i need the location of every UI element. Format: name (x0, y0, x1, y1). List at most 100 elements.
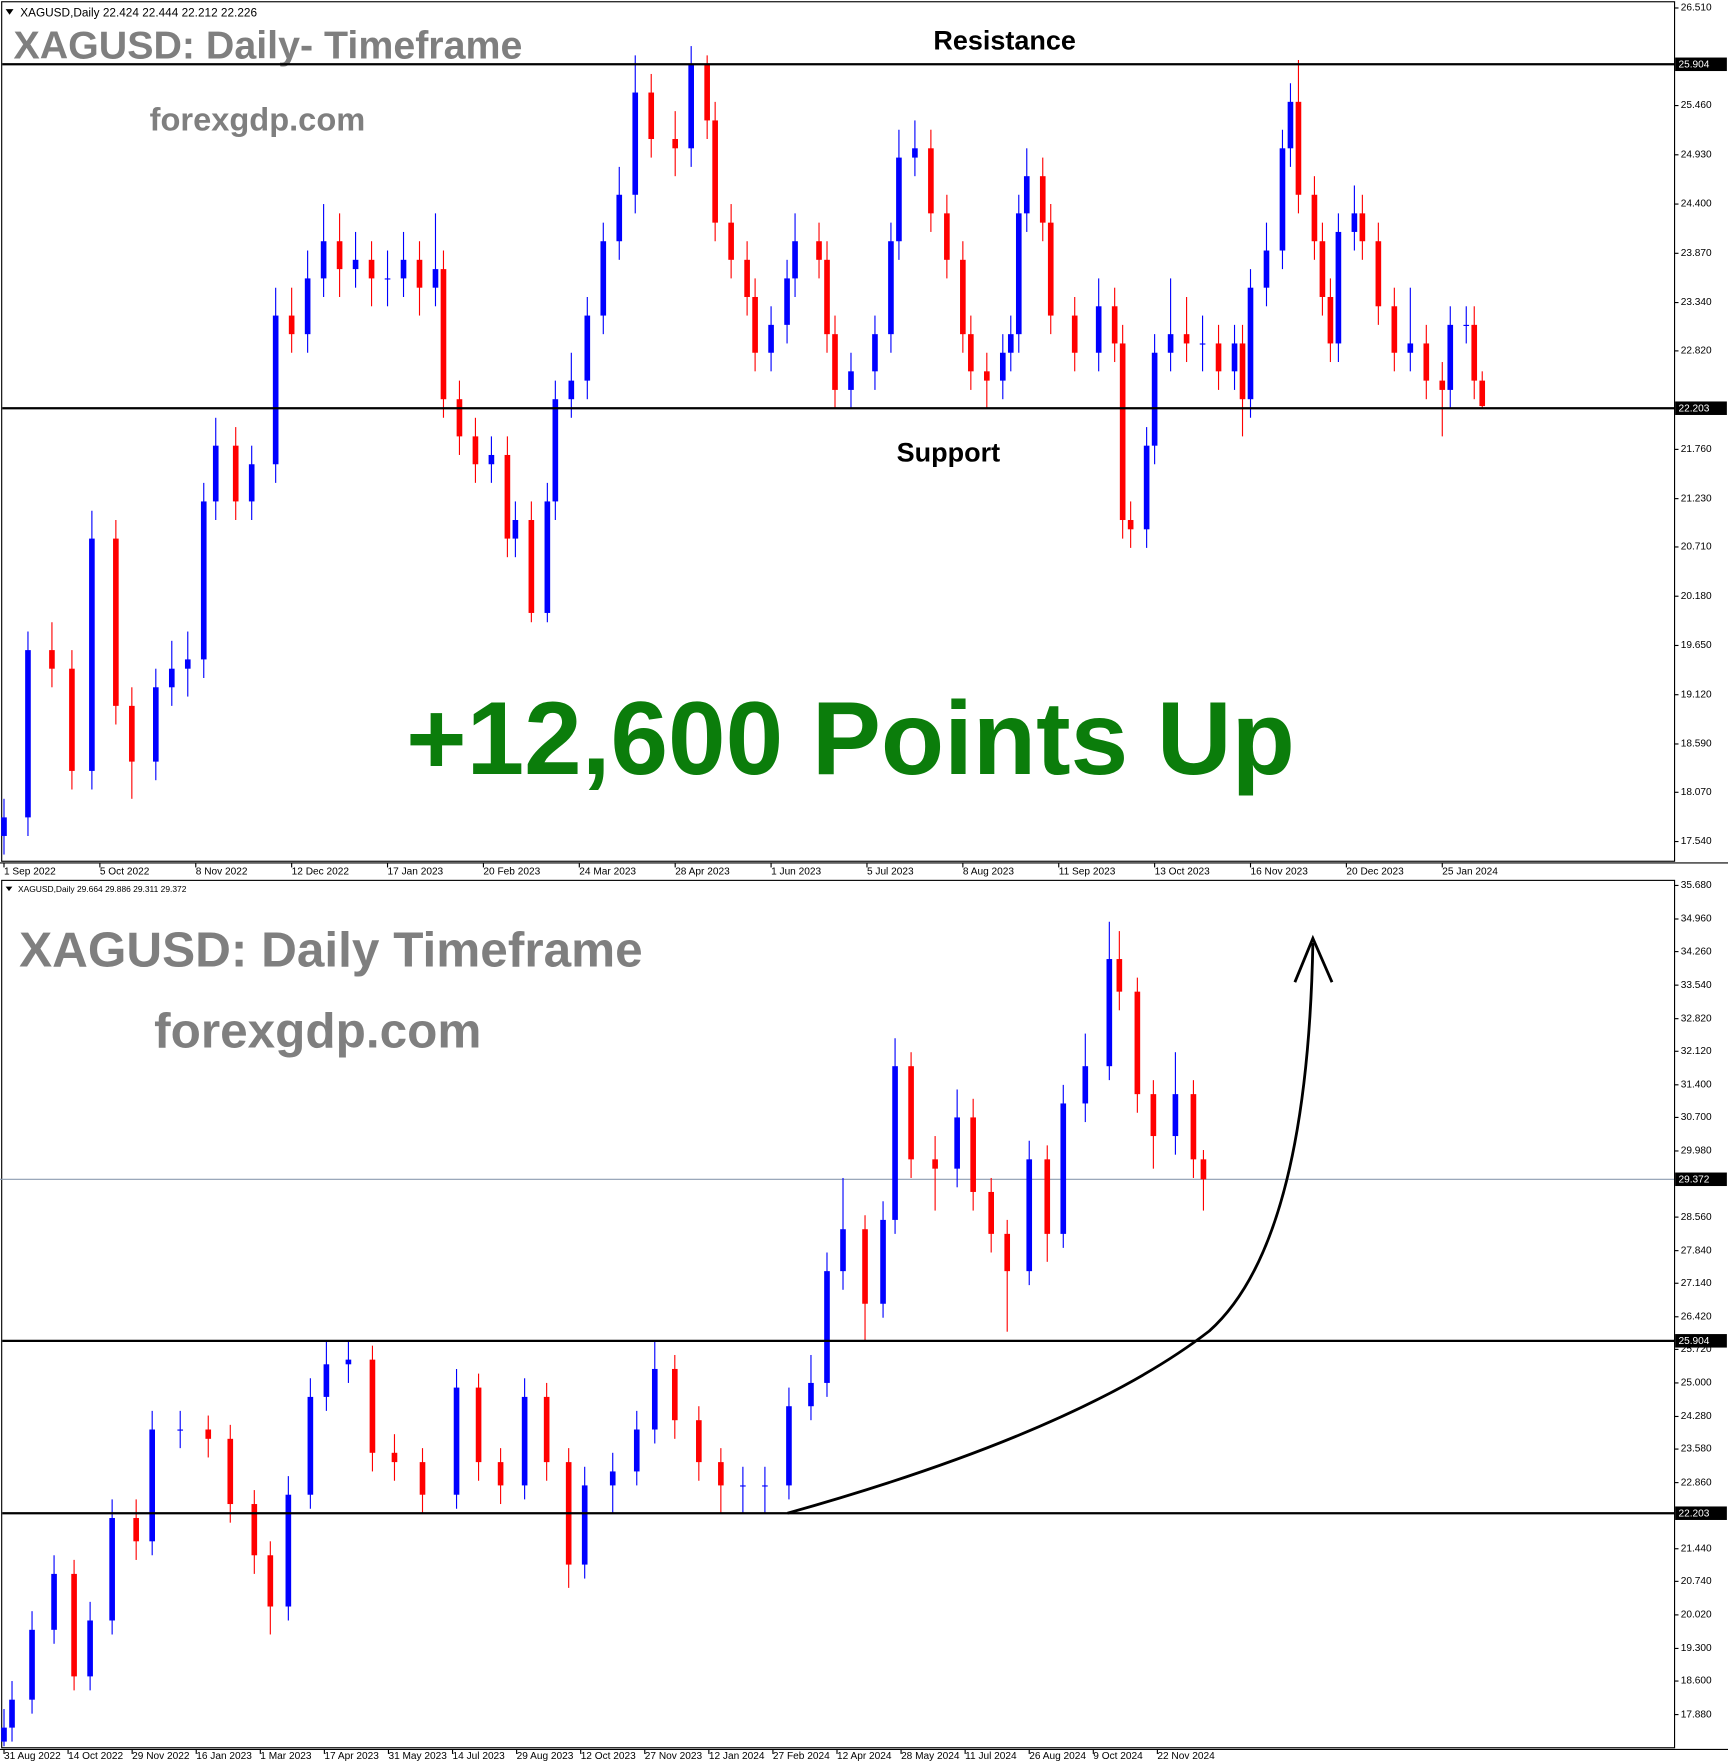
candle-body (336, 241, 343, 270)
candle-body (71, 1573, 77, 1677)
x-tick-label: 14 Jul 2023 (453, 1751, 506, 1762)
candle-body (304, 278, 311, 335)
candle-body (932, 1159, 938, 1169)
candle-body (521, 1396, 528, 1486)
candle-body (616, 194, 623, 242)
candle-body (453, 1387, 460, 1495)
y-tick-label: 33.540 (1681, 980, 1712, 991)
y-tick-label: 25.460 (1681, 100, 1712, 111)
candle-body (824, 1271, 830, 1383)
y-tick-label: 32.120 (1681, 1046, 1712, 1057)
candle-body (1407, 343, 1414, 353)
candle-body (1351, 213, 1358, 232)
candle-body (792, 241, 798, 279)
y-tick-label: 17.880 (1681, 1709, 1712, 1720)
y-tick-label: 18.600 (1681, 1676, 1712, 1687)
x-tick-label: 14 Oct 2022 (68, 1751, 123, 1762)
candle-body (744, 259, 750, 297)
candle-body (840, 1229, 846, 1272)
x-tick-label: 11 Jul 2024 (965, 1751, 1017, 1762)
x-tick-label: 1 Sep 2022 (4, 867, 56, 878)
candle-body (1327, 296, 1334, 344)
candle-body (688, 64, 694, 149)
x-tick-label: 12 Apr 2024 (837, 1751, 892, 1762)
y-tick-label: 25.720 (1681, 1344, 1712, 1355)
price-box (1675, 1334, 1727, 1348)
y-tick-label: 22.860 (1681, 1477, 1712, 1488)
x-tick-label: 5 Oct 2022 (100, 867, 150, 878)
price-box-label: 25.904 (1679, 1336, 1710, 1347)
candle-body (960, 259, 966, 335)
candle-body (984, 371, 990, 381)
candle-body (1151, 352, 1158, 446)
y-tick-label: 31.400 (1681, 1079, 1712, 1090)
x-tick-label: 1 Jun 2023 (771, 867, 821, 878)
candle-body (1279, 148, 1286, 251)
candle-body (1463, 324, 1470, 326)
candle-body (1082, 1066, 1089, 1104)
trend-arrow-head (1293, 934, 1334, 983)
x-tick-label: 1 Mar 2023 (260, 1751, 312, 1762)
x-tick-label: 5 Jul 2023 (867, 867, 914, 878)
candle-body (1391, 306, 1398, 353)
y-tick-label: 21.230 (1681, 493, 1712, 504)
candle-body (712, 120, 718, 223)
plot-layer: 17.540 18.070 18.590 19.120 19.650 20.180 20.7… (0, 3, 1727, 1762)
candle-body (1106, 959, 1113, 1067)
y-tick-label: 19.120 (1681, 689, 1712, 700)
candle-body (1119, 343, 1126, 521)
chart-header: XAGUSD,Daily 29.664 29.886 29.311 29.372 (18, 884, 187, 894)
x-tick-label: 26 Aug 2024 (1029, 1751, 1086, 1762)
candle-body (1, 1727, 7, 1742)
candle-body (497, 1462, 504, 1486)
candle-body (400, 259, 407, 279)
candle-body (1200, 1159, 1207, 1180)
candle-body (1439, 380, 1446, 390)
candle-body (391, 1452, 398, 1463)
x-tick-label: 12 Dec 2022 (292, 867, 350, 878)
candle-body (528, 520, 535, 613)
candle-body (762, 1485, 768, 1487)
y-tick-label: 19.300 (1681, 1643, 1712, 1654)
price-box (1675, 401, 1727, 415)
candle-body (768, 324, 774, 353)
x-tick-label: 27 Feb 2024 (773, 1751, 830, 1762)
candle-body (999, 352, 1006, 381)
candle-body (648, 92, 655, 140)
candle-body (880, 1219, 886, 1304)
x-tick-label: 20 Dec 2023 (1346, 867, 1404, 878)
candle-body (1190, 1094, 1197, 1160)
candle-body (1215, 343, 1222, 372)
candle-body (954, 1117, 960, 1169)
y-tick-label: 34.260 (1681, 946, 1712, 957)
y-tick-label: 20.020 (1681, 1610, 1712, 1621)
candle-body (345, 1359, 352, 1365)
candle-body (862, 1229, 868, 1304)
y-tick-label: 23.580 (1681, 1444, 1712, 1455)
candle-body (307, 1396, 314, 1495)
candle-body (25, 650, 31, 818)
candle-body (323, 1364, 330, 1397)
x-tick-label: 8 Nov 2022 (196, 867, 248, 878)
candle-body (740, 1485, 746, 1487)
candle-body (29, 1629, 35, 1700)
top-panel-frame (1, 1, 1676, 862)
candle-body (251, 1504, 258, 1556)
y-tick-label: 22.820 (1681, 346, 1712, 357)
candle-body (512, 520, 519, 539)
y-tick-label: 18.590 (1681, 739, 1712, 750)
x-tick-label: 28 Apr 2023 (675, 867, 730, 878)
candle-body (1263, 250, 1270, 288)
y-tick-label: 21.760 (1681, 444, 1712, 455)
y-tick-label: 29.980 (1681, 1146, 1712, 1157)
candle-body (988, 1191, 994, 1234)
trend-arrow (787, 942, 1315, 1515)
candle-body (1044, 1159, 1051, 1234)
x-tick-label: 12 Oct 2023 (581, 1751, 636, 1762)
support-label: Support (897, 437, 1000, 467)
candle-body (419, 1462, 426, 1495)
candle-body (9, 1699, 15, 1728)
candle-body (944, 213, 950, 260)
